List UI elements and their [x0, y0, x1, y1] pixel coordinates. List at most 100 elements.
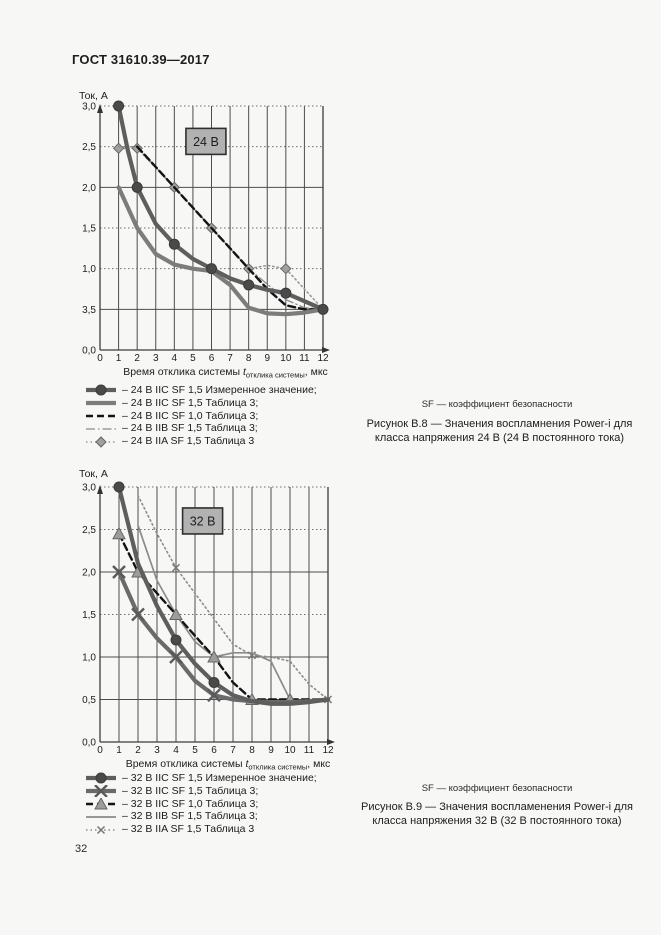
y-tick-label: 3,0 — [82, 483, 96, 494]
legend-swatch-icon — [86, 435, 116, 448]
legend-label: – 24 В IIC SF 1,5 Таблица 3; — [122, 396, 259, 409]
legend-swatch-icon — [86, 772, 116, 784]
chart-canvas-24v: Ток, А3,02,52,01,51,03,50,00 1 2 3 4 5 6 7 8 9 10 1… — [79, 90, 330, 380]
x-axis-label: Время отклика системы tотклика системы, … — [126, 758, 331, 770]
y-tick-label: 2,0 — [82, 183, 96, 194]
y-tick-label: 0,5 — [82, 695, 96, 706]
legend-label: – 24 В IIC SF 1,5 Измеренное значение; — [122, 384, 317, 396]
y-tick-label: 1,0 — [82, 264, 96, 275]
document-header: ГОСТ 31610.39—2017 — [72, 52, 210, 67]
voltage-box — [181, 507, 224, 535]
sf-note-2: SF — коэффициент безопасности — [421, 783, 573, 794]
y-tick-label: 2,0 — [82, 568, 96, 579]
legend-item: – 32 В IIC SF 1,0 Таблица 3; — [84, 798, 317, 811]
x-tick-label: 7 — [230, 745, 236, 756]
chart-24v-legend: – 24 В IIC SF 1,5 Измеренное значение; – … — [84, 384, 317, 448]
x-tick-label: 12 — [317, 353, 329, 364]
series-markers — [112, 565, 221, 703]
y-axis-label: Ток, А — [79, 90, 108, 102]
y-tick-label: 2,5 — [82, 142, 96, 153]
legend-item: – 32 В IIB SF 1,5 Таблица 3; — [84, 810, 317, 823]
legend-label: – 32 В IIC SF 1,0 Таблица 3; — [122, 797, 259, 810]
y-tick-label: 3,5 — [82, 305, 96, 316]
x-tick-label: 9 — [268, 745, 274, 756]
x-tick-label: 8 — [249, 745, 255, 756]
x-tick-label: 7 — [227, 353, 233, 364]
chart-24v: Ток, А 3,0 2,5 2,0 1,5 1,0 3,5 0,0 0 1 2 3 4 5 6 7 8 9 10 1… — [75, 88, 375, 389]
legend-item: – 32 В IIA SF 1,5 Таблица 3 — [84, 823, 317, 836]
legend-item: – 24 В IIC SF 1,5 Таблица 3; — [84, 397, 317, 410]
series-line — [117, 147, 324, 311]
legend-item: – 24 В IIC SF 1,5 Измеренное значение; — [84, 384, 317, 397]
legend-item: – 24 В IIC SF 1,0 Таблица 3; — [84, 410, 317, 423]
x-tick-label: 8 — [246, 353, 252, 364]
legend-label: – 24 В IIB SF 1,5 Таблица 3; — [122, 422, 258, 435]
legend-label: – 24 В IIA SF 1,5 Таблица 3 — [122, 435, 255, 448]
x-axis-arrow-icon — [322, 347, 330, 353]
y-tick-label: 3,0 — [82, 102, 96, 113]
legend-swatch-icon — [86, 797, 116, 810]
legend-label: – 32 В IIC SF 1,5 Таблица 3; — [122, 784, 259, 797]
x-tick-label: 5 — [190, 353, 196, 364]
x-tick-label: 2 — [134, 353, 140, 364]
y-tick-label: 1,0 — [82, 653, 96, 664]
x-tick-label: 3 — [154, 745, 160, 756]
voltage-box — [185, 127, 227, 156]
y-axis-arrow-icon — [97, 485, 103, 494]
series-markers — [113, 481, 220, 688]
x-tick-label: 10 — [284, 745, 296, 756]
x-tick-label: 1 — [116, 745, 122, 756]
y-tick-label: 1,5 — [82, 224, 96, 235]
legend-swatch-icon — [86, 785, 116, 798]
x-axis-label: Время отклика системы tотклика системы, … — [123, 366, 328, 380]
voltage-box-label: 24 В — [193, 135, 219, 149]
y-axis-arrow-icon — [97, 104, 103, 113]
x-tick-label: 9 — [264, 353, 270, 364]
legend-label: – 24 В IIC SF 1,0 Таблица 3; — [122, 409, 259, 422]
x-tick-label: 5 — [192, 745, 198, 756]
x-tick-label: 3 — [153, 353, 159, 364]
series-markers — [113, 100, 329, 315]
x-tick-label: 4 — [173, 745, 179, 756]
figure-caption-b8: Рисунок В.8 — Значения воспламнения Powe… — [366, 418, 633, 444]
x-tick-label: 6 — [211, 745, 217, 756]
voltage-box-label: 32 В — [190, 514, 216, 528]
sf-note-1: SF — коэффициент безопасности — [421, 399, 573, 410]
legend-swatch-icon — [86, 384, 116, 396]
chart-32v: Ток, А 3,0 2,5 2,0 1,5 1,0 0,5 0,0 0 1 2 3 4 5 6 7 8 9 10 1… — [75, 466, 375, 775]
x-axis-arrow-icon — [327, 739, 335, 745]
y-tick-label: 0,0 — [82, 346, 96, 357]
chart-canvas-32v: Ток, А3,02,52,01,51,00,50,00 1 2 3 4 5 6 7 8 9 10 1… — [79, 468, 335, 772]
legend-item: – 32 В IIC SF 1,5 Измеренное значение; — [84, 772, 317, 785]
legend-swatch-icon — [86, 428, 116, 430]
legend-item: – 32 В IIC SF 1,5 Таблица 3; — [84, 785, 317, 798]
legend-swatch-icon — [86, 825, 116, 834]
x-tick-label: 12 — [322, 745, 334, 756]
legend-label: – 32 В IIB SF 1,5 Таблица 3; — [122, 810, 258, 823]
y-tick-label: 0,0 — [82, 738, 96, 749]
legend-swatch-icon — [86, 414, 116, 418]
x-tick-label: 11 — [304, 745, 315, 756]
x-tick-label: 0 — [97, 745, 103, 756]
series-markers — [112, 142, 329, 316]
y-tick-label: 2,5 — [82, 525, 96, 536]
chart-32v-legend: – 32 В IIC SF 1,5 Измеренное значение; – … — [84, 772, 317, 836]
legend-item: – 24 В IIB SF 1,5 Таблица 3; — [84, 422, 317, 435]
figure-caption-b9: Рисунок В.9 — Значения воспламенения Pow… — [361, 801, 633, 827]
legend-label: – 32 В IIC SF 1,5 Измеренное значение; — [122, 772, 317, 784]
x-tick-label: 11 — [299, 353, 310, 364]
x-tick-label: 2 — [135, 745, 141, 756]
y-tick-label: 1,5 — [82, 610, 96, 621]
x-tick-label: 4 — [172, 353, 178, 364]
page-number: 32 — [75, 843, 88, 855]
x-tick-label: 1 — [116, 353, 122, 364]
series-line — [116, 484, 331, 706]
legend-item: – 24 В IIA SF 1,5 Таблица 3 — [84, 435, 317, 448]
y-axis-label: Ток, А — [79, 468, 108, 480]
legend-swatch-icon — [86, 401, 116, 406]
x-tick-label: 10 — [280, 353, 292, 364]
legend-label: – 32 В IIA SF 1,5 Таблица 3 — [122, 823, 255, 836]
x-tick-label: 0 — [97, 353, 103, 364]
series-line — [137, 494, 329, 701]
